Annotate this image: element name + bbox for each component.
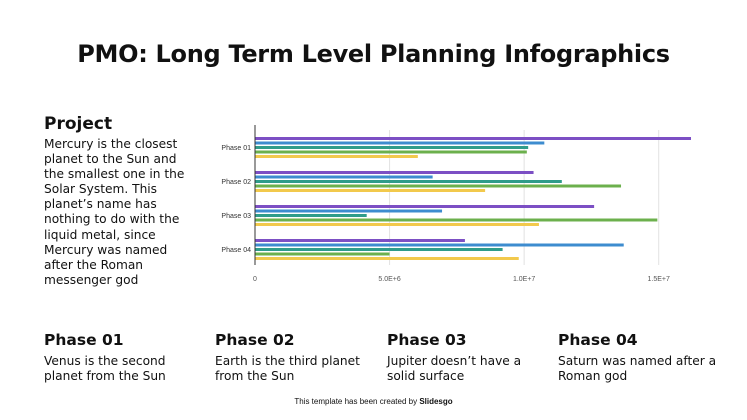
bar <box>255 252 390 256</box>
phase-description: Jupiter doesn’t have a solid surface <box>387 354 522 383</box>
footer-brand: Slidesgo <box>419 397 453 406</box>
bar <box>255 184 622 188</box>
category-label: Phase 03 <box>221 213 251 220</box>
phase-title: Phase 01 <box>44 331 124 349</box>
bar <box>255 248 503 251</box>
project-description: Mercury is the closest planet to the Sun… <box>44 137 185 287</box>
bar <box>255 150 527 154</box>
bar <box>255 146 529 149</box>
phase-card-03: Phase 03 Jupiter doesn’t have a solid su… <box>387 331 547 384</box>
page-title: PMO: Long Term Level Planning Infographi… <box>77 40 670 68</box>
bar <box>255 137 691 140</box>
bar <box>255 141 545 145</box>
phase-title: Phase 04 <box>558 331 638 349</box>
bar <box>255 180 562 183</box>
category-label: Phase 02 <box>221 179 251 186</box>
bar <box>255 209 443 213</box>
bar <box>255 257 519 260</box>
phase-card-02: Phase 02 Earth is the third planet from … <box>215 331 375 384</box>
x-tick-label: 1.0E+7 <box>513 276 535 283</box>
project-heading: Project <box>44 114 113 134</box>
chart-category-labels: Phase 01 Phase 02 Phase 03 Phase 04 <box>221 145 251 254</box>
x-tick-label: 1.5E+7 <box>648 276 670 283</box>
x-tick-label: 5.0E+6 <box>378 276 400 283</box>
bar <box>255 175 433 179</box>
phase-description: Venus is the second planet from the Sun <box>44 354 166 383</box>
bar <box>255 189 486 192</box>
bar-chart: Phase 01 Phase 02 Phase 03 Phase 04 0 5.0E+6… <box>221 125 691 283</box>
phase-description: Saturn was named after a Roman god <box>558 354 717 383</box>
footer-text: This template has been created by <box>294 397 420 406</box>
bar <box>255 214 367 217</box>
bar <box>255 218 658 222</box>
phase-title: Phase 02 <box>215 331 295 349</box>
bar <box>255 239 465 242</box>
bar <box>255 243 624 247</box>
phase-title: Phase 03 <box>387 331 467 349</box>
x-tick-label: 0 <box>253 276 257 283</box>
phase-card-04: Phase 04 Saturn was named after a Roman … <box>558 331 718 384</box>
chart-bars <box>255 137 691 260</box>
category-label: Phase 04 <box>221 247 251 254</box>
bar <box>255 205 595 208</box>
category-label: Phase 01 <box>221 145 251 152</box>
chart-tick-labels: 0 5.0E+6 1.0E+7 1.5E+7 <box>253 276 670 283</box>
phase-card-01: Phase 01 Venus is the second planet from… <box>44 331 204 384</box>
footer-credit: This template has been created by Slides… <box>0 397 747 406</box>
bar <box>255 223 539 226</box>
bar <box>255 171 534 174</box>
phase-description: Earth is the third planet from the Sun <box>215 354 360 383</box>
bar <box>255 155 418 158</box>
